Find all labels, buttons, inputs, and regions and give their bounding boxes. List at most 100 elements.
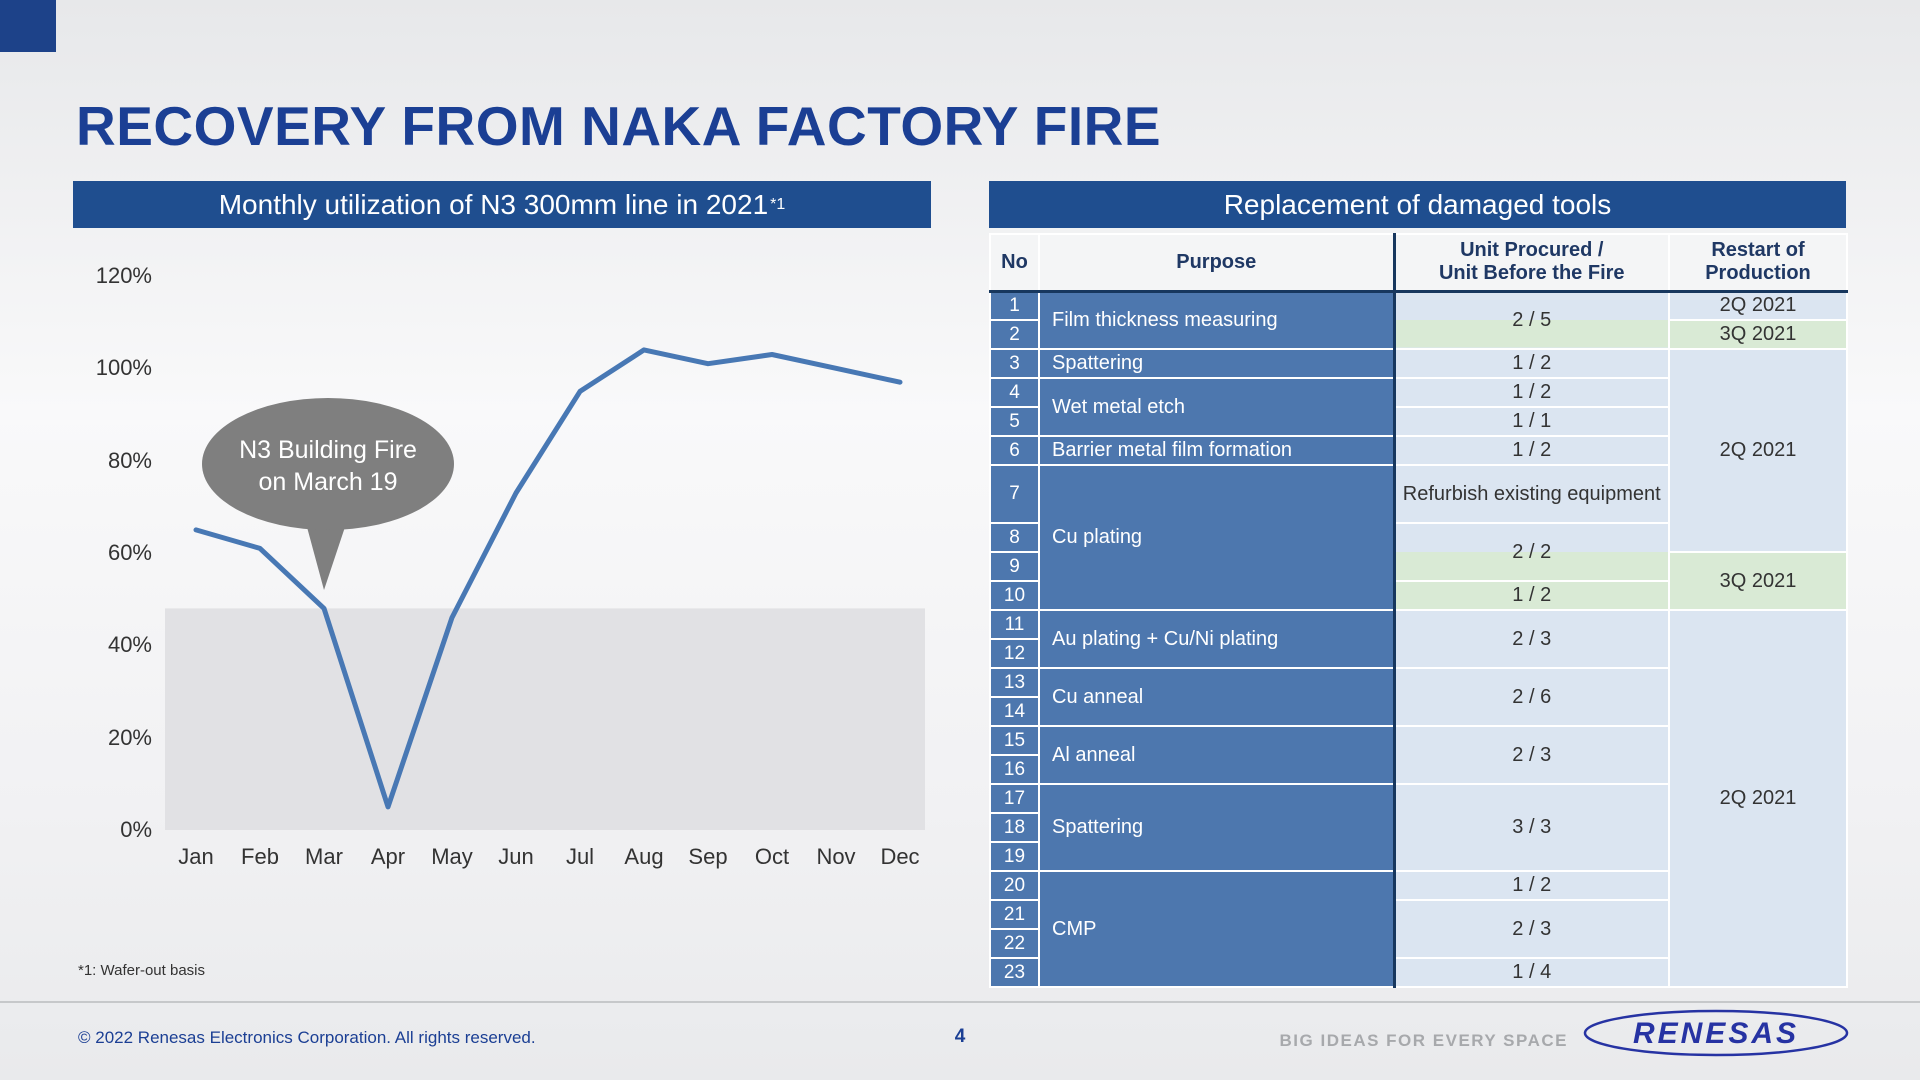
y-axis-label: 60% [107, 540, 152, 565]
purpose-cell: Wet metal etch [1038, 377, 1396, 437]
table-row: 6 Barrier metal film formation 1 / 2 [989, 435, 1847, 466]
row-number-cell: 10 [989, 580, 1040, 611]
x-axis-label: Feb [241, 844, 279, 869]
chart-panel-header: Monthly utilization of N3 300mm line in … [73, 181, 931, 228]
table-row: 2 3Q 2021 [989, 319, 1848, 350]
table-row: 16 [989, 754, 1847, 785]
table-row: 18 [989, 812, 1847, 843]
table-row: 20 CMP 1 / 2 [989, 870, 1847, 988]
unit-cell: 1 / 2 [1393, 870, 1670, 901]
copyright-text: © 2022 Renesas Electronics Corporation. … [78, 1028, 536, 1047]
row-number-cell: 22 [989, 928, 1040, 959]
x-axis-label: Sep [688, 844, 728, 869]
page-title: RECOVERY FROM NAKA FACTORY FIRE [76, 95, 1162, 157]
y-axis-label: 40% [107, 632, 152, 658]
y-axis-label: 100% [95, 355, 152, 381]
unit-cell: 2 / 3 [1393, 725, 1670, 785]
purpose-cell: Spattering [1038, 348, 1396, 379]
logo-ellipse [1583, 1009, 1849, 1057]
row-number-cell: 3 [989, 348, 1040, 379]
unit-cell: 1 / 2 [1393, 435, 1670, 466]
row-number-cell: 12 [989, 638, 1040, 669]
table-row: 12 [989, 638, 1847, 669]
chart-title-footnote-marker: *1 [770, 195, 786, 213]
row-number-cell: 16 [989, 754, 1040, 785]
y-axis-label: 120% [95, 263, 152, 288]
table-row: 11 Au plating + Cu/Ni plating 2 / 3 2Q 2021 [989, 609, 1848, 988]
table-row: 4 Wet metal etch 1 / 2 [989, 377, 1847, 437]
column-header-purpose: Purpose [1038, 233, 1396, 293]
restart-cell: 2Q 2021 [1668, 348, 1848, 553]
y-axis-label: 20% [107, 724, 152, 750]
callout-bubble [202, 398, 454, 530]
x-axis-label: Jul [565, 844, 595, 869]
x-axis-label: Nov [816, 844, 856, 869]
unit-cell: 2 / 5 [1393, 290, 1670, 350]
table-row: 10 1 / 2 [989, 580, 1847, 611]
column-header-unit: Unit Procured / Unit Before the Fire [1393, 233, 1670, 293]
restart-cell: 2Q 2021 [1668, 290, 1848, 321]
row-number-cell: 20 [989, 870, 1040, 901]
table-row: 23 1 / 4 [989, 957, 1847, 988]
chart-panel-title: Monthly utilization of N3 300mm line in … [218, 188, 769, 220]
row-number-cell: 23 [989, 957, 1040, 988]
restart-cell: 2Q 2021 [1668, 609, 1848, 988]
unit-cell: 2 / 2 [1393, 522, 1670, 582]
row-number-cell: 13 [989, 667, 1040, 698]
row-number-cell: 11 [989, 609, 1040, 640]
row-number-cell: 4 [989, 377, 1040, 408]
utilization-line-chart: N3 Building Fire on March 19 [165, 347, 925, 830]
unit-cell: 1 / 2 [1393, 377, 1670, 408]
row-number-cell: 19 [989, 841, 1040, 872]
column-header-restart: Restart of Production [1668, 233, 1848, 293]
unit-cell: 1 / 4 [1393, 957, 1670, 988]
purpose-cell: Barrier metal film formation [1038, 435, 1396, 466]
row-number-cell: 14 [989, 696, 1040, 727]
row-number-cell: 5 [989, 406, 1040, 437]
purpose-cell: Cu anneal [1038, 667, 1396, 727]
row-number-cell: 18 [989, 812, 1040, 843]
unit-cell: 2 / 3 [1393, 609, 1670, 669]
y-axis-label: 0% [120, 817, 152, 842]
unit-cell: Refurbish existing equipment [1393, 464, 1670, 524]
unit-cell: 1 / 2 [1393, 348, 1670, 379]
renesas-logo: RENESAS [1583, 1009, 1849, 1057]
unit-cell: 3 / 3 [1393, 783, 1670, 872]
chart-footnote: *1: Wafer-out basis [78, 962, 205, 979]
corner-accent [0, 0, 56, 52]
table-row: 5 1 / 1 [989, 406, 1847, 437]
callout-text-line1: N3 Building Fire [239, 436, 417, 464]
unit-cell: 2 / 3 [1393, 899, 1670, 959]
table-row: 22 [989, 928, 1847, 959]
restart-cell: 3Q 2021 [1668, 319, 1848, 350]
brand-tagline: BIG IDEAS FOR EVERY SPACE [1279, 1031, 1568, 1050]
table-row: 8 2 / 2 [989, 522, 1847, 582]
x-axis-label: Oct [754, 844, 790, 869]
row-number-cell: 7 [989, 464, 1040, 524]
logo-wordmark: RENESAS [1633, 1017, 1799, 1050]
utilization-line [193, 347, 903, 810]
table-row: 1 Film thickness measuring 2 / 5 2Q 2021 [989, 290, 1848, 350]
unit-cell: 2 / 6 [1393, 667, 1670, 727]
x-axis-label: Jan [178, 844, 214, 869]
row-number-cell: 1 [989, 290, 1040, 321]
row-number-cell: 21 [989, 899, 1040, 930]
page-number: 4 [954, 1026, 966, 1047]
table-row: 19 [989, 841, 1847, 872]
purpose-cell: Au plating + Cu/Ni plating [1038, 609, 1396, 669]
purpose-cell: Al anneal [1038, 725, 1396, 785]
callout-tail [304, 516, 346, 590]
table-row: 3 Spattering 1 / 2 2Q 2021 [989, 348, 1848, 553]
row-number-cell: 17 [989, 783, 1040, 814]
x-axis-label: Dec [880, 844, 920, 869]
replacement-tools-table: No Purpose Unit Procured / Unit Before the… [989, 233, 1848, 988]
table-panel-header: Replacement of damaged tools [989, 181, 1846, 228]
callout-text-line2: on March 19 [259, 468, 398, 496]
column-header-no: No [989, 233, 1040, 293]
purpose-cell: Cu plating [1038, 464, 1396, 611]
footer-divider [0, 1001, 1920, 1003]
capacity-band [165, 608, 925, 830]
x-axis-label: Jun [498, 844, 534, 869]
y-axis-labels: 0% 20% 40% 60% 80% 100% 120% [60, 263, 152, 842]
row-number-cell: 8 [989, 522, 1040, 553]
